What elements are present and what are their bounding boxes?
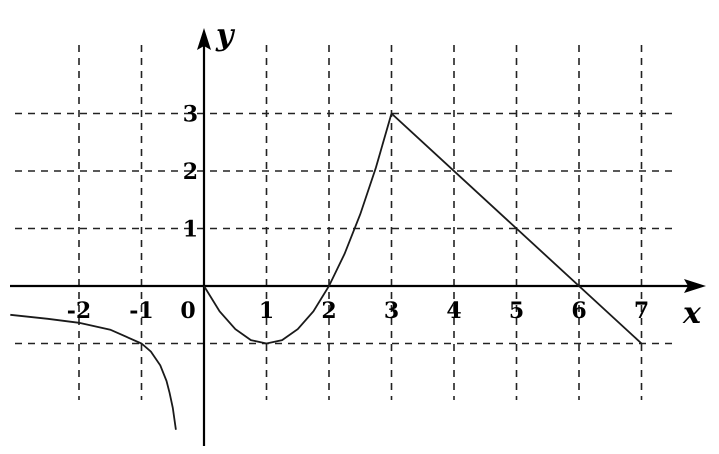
tick-labels: 0 -2 -1 1 2 3 4 5 6 7 1 2 3 — [67, 102, 649, 325]
axes — [10, 28, 706, 446]
function-curve-piece-1 — [10, 313, 177, 430]
y-tick-label: 1 — [183, 217, 198, 243]
y-axis-arrow-icon — [197, 28, 211, 50]
y-tick-label: 3 — [183, 102, 198, 128]
x-tick-label: 6 — [571, 298, 586, 324]
x-tick-label: 5 — [509, 298, 524, 324]
origin-label: 0 — [180, 298, 195, 324]
x-tick-label: 2 — [321, 298, 336, 324]
function-curve-piece-2 — [203, 113, 393, 345]
function-curve-piece-3 — [390, 112, 643, 345]
x-tick-label: 7 — [634, 298, 649, 324]
y-tick-label: 2 — [183, 159, 198, 185]
grid — [15, 45, 675, 400]
x-tick-label: -1 — [129, 298, 153, 324]
function-curves — [10, 112, 643, 430]
x-axis-label: x — [682, 296, 702, 331]
x-tick-label: 4 — [446, 298, 461, 324]
x-tick-label: 1 — [259, 298, 274, 324]
x-tick-label: 3 — [384, 298, 399, 324]
x-axis-arrow-icon — [684, 279, 706, 293]
x-tick-label: -2 — [67, 298, 91, 324]
y-axis-label: y — [215, 18, 236, 53]
